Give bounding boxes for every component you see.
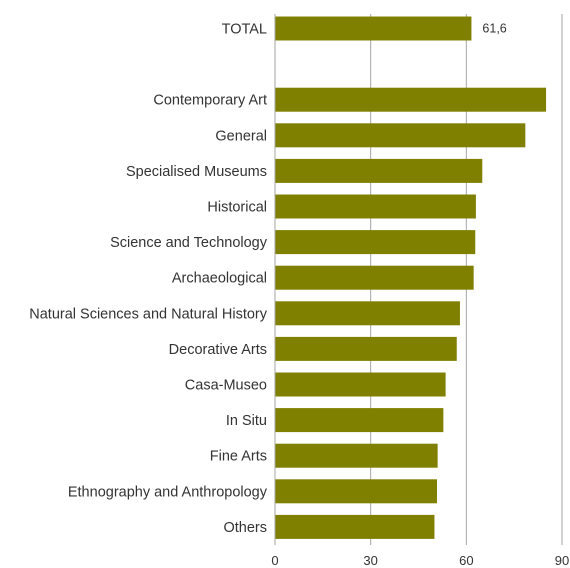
category-label-contemporary-art: Contemporary Art [153, 93, 267, 109]
label-layer: 0 30 60 90 TOTAL 61,6 Contemporary Art General S… [29, 22, 569, 568]
bar-casa-museo [275, 372, 446, 397]
category-label-casa-museo: Casa-Museo [185, 378, 267, 394]
bar-specialised-museums [275, 158, 483, 183]
bar-fine-arts [275, 443, 438, 468]
bar-decorative-arts [275, 336, 457, 361]
x-tick-label-0: 0 [271, 553, 278, 568]
category-label-fine-arts: Fine Arts [210, 449, 267, 465]
category-label-science-and-technology: Science and Technology [110, 235, 268, 251]
bar-historical [275, 194, 476, 219]
category-label-archaeological: Archaeological [172, 271, 267, 287]
category-label-in-situ: In Situ [226, 413, 267, 429]
bar-layer [275, 16, 547, 539]
bar-total [275, 16, 472, 41]
bar-general [275, 123, 526, 148]
category-label-decorative-arts: Decorative Arts [169, 342, 267, 358]
data-label-total: 61,6 [482, 22, 506, 36]
category-label-specialised-museums: Specialised Museums [126, 164, 267, 180]
x-tick-label-90: 90 [555, 553, 569, 568]
bar-others [275, 514, 435, 539]
category-label-historical: Historical [207, 200, 267, 216]
x-tick-label-30: 30 [363, 553, 377, 568]
bar-ethnography-and-anthropology [275, 479, 437, 504]
category-label-others: Others [223, 520, 267, 536]
x-tick-label-60: 60 [459, 553, 473, 568]
category-label-natural-sciences-and-natural-history: Natural Sciences and Natural History [29, 306, 267, 322]
bar-natural-sciences-and-natural-history [275, 301, 460, 326]
category-label-total: TOTAL [222, 22, 267, 38]
bar-archaeological [275, 265, 474, 290]
category-label-general: General [215, 128, 267, 144]
bar-science-and-technology [275, 230, 476, 255]
bar-in-situ [275, 408, 444, 433]
bar-contemporary-art [275, 87, 547, 112]
category-label-ethnography-and-anthropology: Ethnography and Anthropology [68, 484, 268, 500]
